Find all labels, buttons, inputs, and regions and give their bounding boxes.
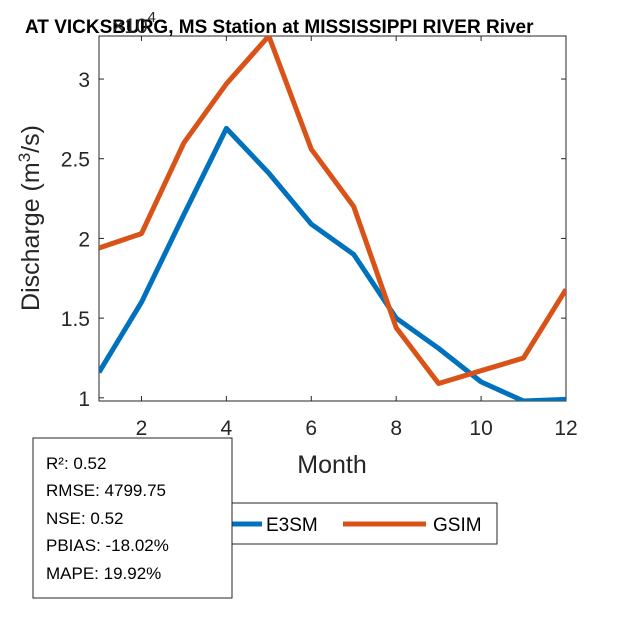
- x-tick-label: 2: [136, 417, 148, 440]
- x-tick-label: 6: [305, 417, 317, 440]
- legend-label-e3sm: E3SM: [266, 515, 318, 536]
- y-axis-label: Discharge (m3/s): [15, 125, 45, 311]
- x-axis-label: Month: [297, 451, 366, 479]
- y-tick-label: 1.5: [61, 308, 90, 331]
- stat-pbias: PBIAS: -18.02%: [46, 536, 169, 555]
- legend-label-gsim: GSIM: [433, 515, 482, 536]
- stat-mape: MAPE: 19.92%: [46, 564, 161, 583]
- stats-box-frame: [32, 437, 233, 599]
- series-line-e3sm: [99, 125, 566, 401]
- series-line-gsim: [99, 36, 566, 386]
- tick-layer: 2 4 6 8 10 12 1 1.5 2 2.5 3: [61, 36, 578, 440]
- x-tick-label: 12: [554, 417, 577, 440]
- y-tick-label: 1: [78, 388, 90, 411]
- x-tick-label: 4: [221, 417, 233, 440]
- y-tick-label: 3: [78, 69, 90, 92]
- y-exponent-label: ×104: [112, 9, 156, 38]
- stat-r2: R²: 0.52: [46, 454, 106, 473]
- stat-rmse: RMSE: 4799.75: [46, 481, 166, 500]
- legend: E3SM GSIM: [214, 502, 498, 545]
- x-tick-label: 8: [390, 417, 402, 440]
- x-tick-label: 10: [469, 417, 492, 440]
- y-tick-label: 2: [78, 228, 90, 251]
- stat-nse: NSE: 0.52: [46, 509, 124, 528]
- plot-area: [98, 35, 567, 402]
- stats-box: R²: 0.52 RMSE: 4799.75 NSE: 0.52 PBIAS: …: [32, 437, 233, 599]
- series-layer: [99, 36, 566, 401]
- chart-title: AT VICKSBURG, MS Station at MISSISSIPPI …: [25, 17, 534, 38]
- y-tick-label: 2.5: [61, 149, 90, 172]
